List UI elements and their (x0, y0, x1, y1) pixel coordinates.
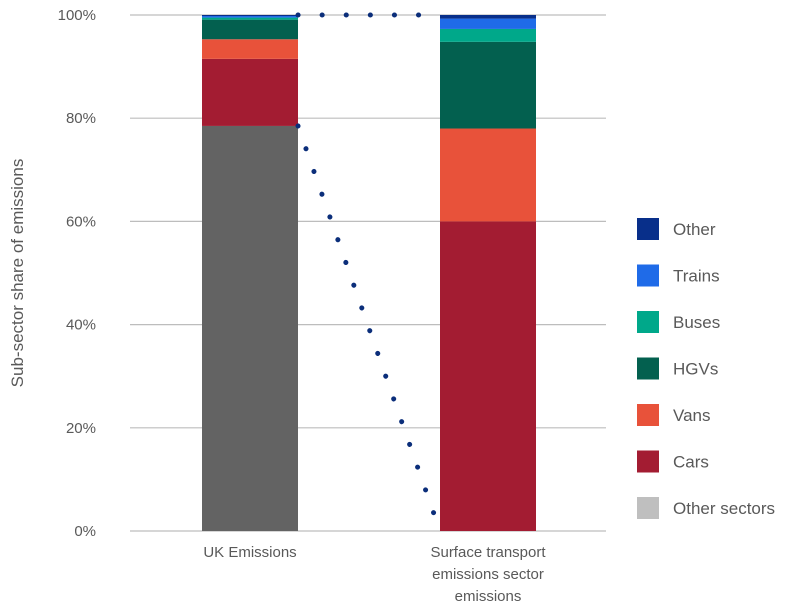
bar-segment-vans (440, 128, 536, 222)
connector-dotted-line (295, 123, 443, 534)
bar-segment-hgvs (202, 19, 298, 40)
legend-item: Other (637, 218, 716, 240)
bar-segment-buses (202, 17, 298, 20)
y-tick-label: 80% (66, 110, 96, 127)
legend-label: Other (673, 220, 716, 239)
x-axis-categories: UK Emissions Surface transport emissions s… (203, 544, 546, 605)
legend-swatch (637, 311, 659, 333)
bar-segment-other (202, 15, 298, 17)
legend-swatch (637, 357, 659, 380)
legend-swatch (637, 450, 659, 473)
y-tick-label: 40% (66, 317, 96, 334)
y-tick-label: 0% (74, 523, 96, 540)
legend-swatch (637, 404, 659, 426)
legend-label: Other sectors (673, 499, 775, 518)
legend-item: Trains (637, 264, 720, 287)
legend-swatch (637, 218, 659, 240)
bar-segment-vans (202, 39, 298, 59)
legend-label: Cars (673, 453, 709, 472)
x-category-label: UK Emissions (203, 544, 296, 561)
legend-label: Buses (673, 313, 720, 332)
bar-segment-other (440, 15, 536, 19)
legend-swatch (637, 264, 659, 287)
x-category-label: emissions sector (432, 566, 544, 583)
legend-swatch (637, 497, 659, 519)
y-axis-title: Sub-sector share of emissions (8, 159, 27, 388)
legend: Other Trains Buses HGVs Vans Cars Other sector… (637, 218, 775, 519)
bar-segment-cars (202, 58, 298, 126)
legend-label: HGVs (673, 360, 718, 379)
bar-segment-hgvs (440, 41, 536, 129)
legend-item: Buses (637, 311, 720, 333)
x-category-label: Surface transport (430, 544, 546, 561)
legend-label: Vans (673, 406, 711, 425)
y-tick-label: 100% (58, 7, 96, 24)
connector-dots (295, 12, 443, 534)
x-category-label: emissions (455, 588, 522, 605)
y-axis-ticks: 0% 20% 40% 60% 80% 100% (58, 7, 96, 540)
legend-item: Vans (637, 404, 711, 426)
y-tick-label: 20% (66, 420, 96, 437)
legend-item: Other sectors (637, 497, 775, 519)
bar-segment-other-sectors (202, 125, 298, 531)
y-tick-label: 60% (66, 213, 96, 230)
bar-segment-buses (440, 28, 536, 42)
legend-item: HGVs (637, 357, 718, 380)
bars (202, 15, 536, 531)
bar-segment-cars (440, 221, 536, 531)
legend-label: Trains (673, 267, 720, 286)
bar-segment-trains (202, 16, 298, 18)
bar-segment-trains (440, 18, 536, 29)
legend-item: Cars (637, 450, 709, 473)
